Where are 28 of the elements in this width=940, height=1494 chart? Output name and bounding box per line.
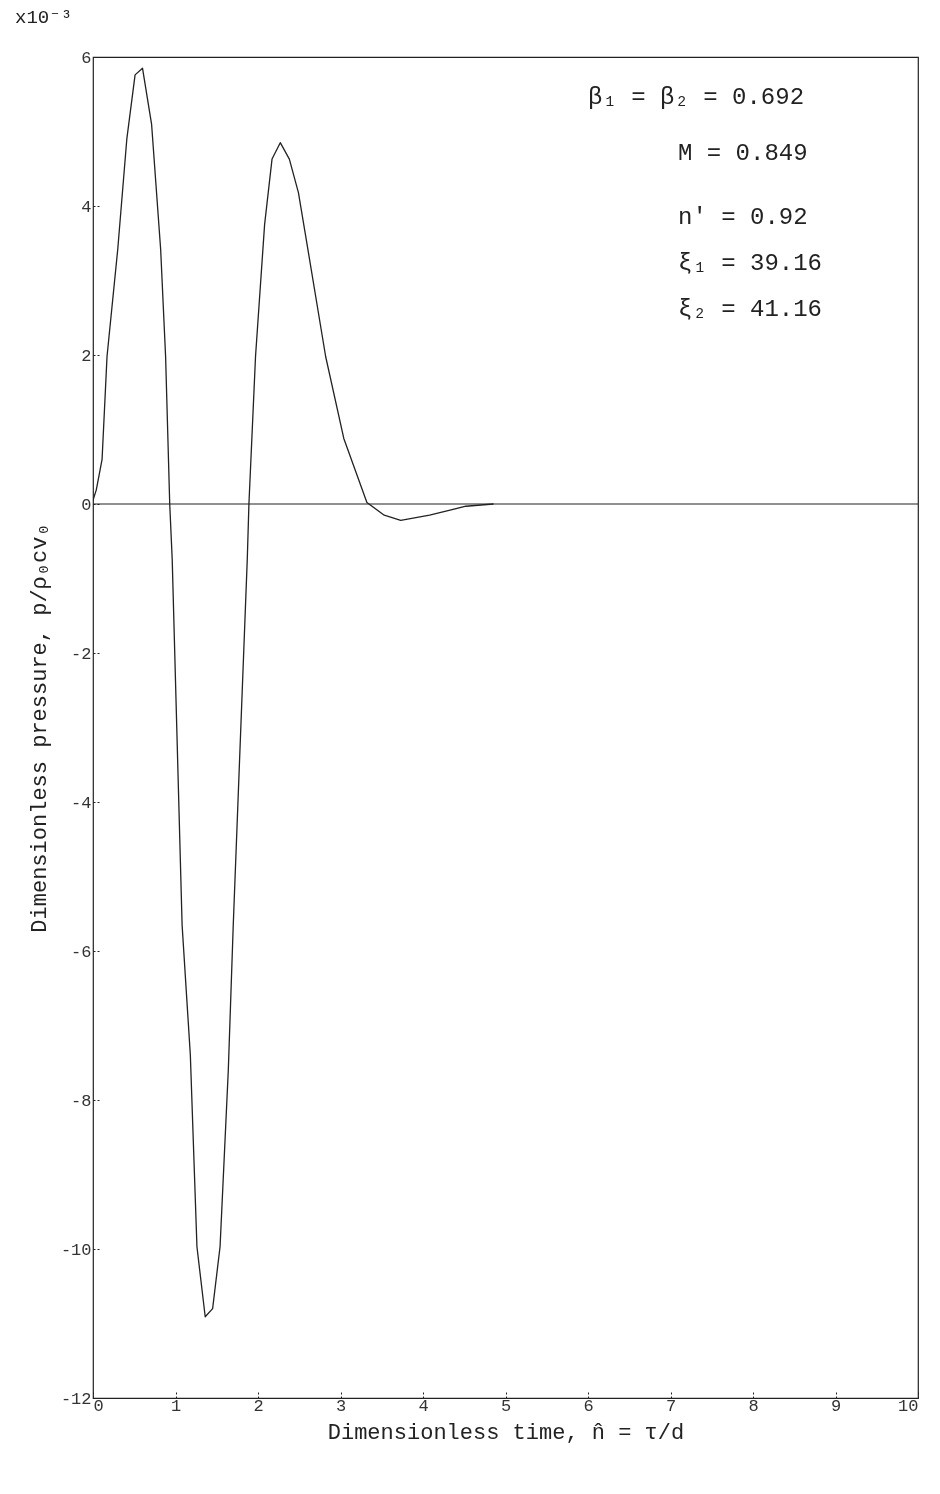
y-tick-label: -8 [71, 1091, 92, 1111]
y-tick-label: 2 [81, 346, 92, 366]
x-tick-label: 5 [500, 1396, 512, 1416]
text: x10⁻³ [15, 7, 73, 29]
x-tick-label: 7 [665, 1396, 677, 1416]
y-axis-title: Dimensionless pressure, p/ρ₀cv₀ [27, 523, 53, 933]
y-tick-label: 0 [81, 495, 92, 515]
annotation: n' = 0.92 [678, 204, 808, 231]
annotation: β₁ = β₂ = 0.692 [588, 84, 805, 111]
y-tick-label: -6 [71, 942, 92, 962]
x-tick-label: 10 [898, 1396, 919, 1416]
x-tick-label: 2 [253, 1396, 264, 1416]
x-tick-label: 1 [170, 1396, 182, 1416]
annotation: ξ₂ = 41.16 [678, 296, 823, 323]
y-tick-label: 6 [81, 48, 92, 68]
y-tick-label: -4 [71, 793, 92, 813]
x-tick-label: 4 [418, 1396, 429, 1416]
y-tick-label: -12 [60, 1389, 92, 1409]
x-tick-label: 3 [335, 1396, 347, 1416]
x-axis-title: Dimensionless time, n̂ = τ/d [327, 1420, 685, 1446]
annotation: M = 0.849 [678, 140, 808, 167]
y-tick-label: -2 [71, 644, 92, 664]
y-tick-label: 4 [81, 197, 92, 217]
x-tick-label: 9 [830, 1396, 842, 1416]
x-tick-label: 6 [583, 1396, 594, 1416]
y-tick-label: -10 [60, 1240, 92, 1260]
annotation: ξ₁ = 39.16 [678, 250, 823, 277]
x-tick-label: 8 [748, 1396, 759, 1416]
